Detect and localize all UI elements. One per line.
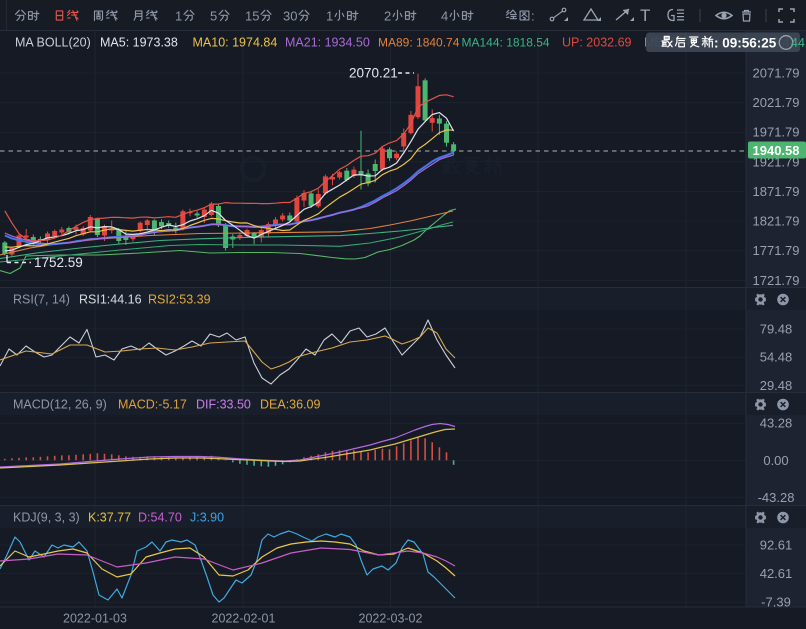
svg-text:5: 5 bbox=[210, 9, 217, 24]
svg-text:2: 2 bbox=[384, 9, 391, 24]
svg-text:2022-01-03: 2022-01-03 bbox=[63, 612, 127, 626]
svg-text:1752.59: 1752.59 bbox=[34, 255, 83, 270]
svg-text:DIF:33.50: DIF:33.50 bbox=[196, 398, 251, 412]
svg-text:1940.58: 1940.58 bbox=[753, 143, 800, 158]
svg-text:RSI(7, 14): RSI(7, 14) bbox=[13, 293, 70, 307]
svg-text:1: 1 bbox=[326, 9, 333, 24]
svg-text:: 09:56:25: : 09:56:25 bbox=[714, 35, 777, 50]
svg-text:DEA:36.09: DEA:36.09 bbox=[260, 398, 321, 412]
svg-text:MACD(12, 26, 9): MACD(12, 26, 9) bbox=[13, 398, 107, 412]
svg-text:MACD:-5.17: MACD:-5.17 bbox=[118, 398, 187, 412]
svg-text:MA10: 1974.84: MA10: 1974.84 bbox=[193, 36, 278, 50]
svg-text:KDJ(9, 3, 3): KDJ(9, 3, 3) bbox=[13, 511, 80, 525]
svg-text:1721.79: 1721.79 bbox=[753, 273, 800, 288]
svg-text:2070.21: 2070.21 bbox=[349, 66, 398, 81]
svg-text:RSI2:53.39: RSI2:53.39 bbox=[148, 293, 211, 307]
svg-text:44: 44 bbox=[791, 36, 805, 50]
svg-text:MA5: 1973.38: MA5: 1973.38 bbox=[100, 36, 178, 50]
svg-text:2021.79: 2021.79 bbox=[753, 95, 800, 110]
svg-text:29.48: 29.48 bbox=[760, 378, 793, 393]
svg-text:D:54.70: D:54.70 bbox=[138, 511, 182, 525]
svg-text:30: 30 bbox=[283, 9, 297, 24]
svg-text:1971.79: 1971.79 bbox=[753, 125, 800, 140]
svg-text:42.61: 42.61 bbox=[760, 566, 793, 581]
svg-text:1871.79: 1871.79 bbox=[753, 184, 800, 199]
svg-text:-7.39: -7.39 bbox=[761, 595, 791, 610]
svg-text:4: 4 bbox=[441, 9, 448, 24]
svg-text:43.28: 43.28 bbox=[760, 416, 793, 431]
svg-text::: : bbox=[531, 9, 535, 24]
svg-text:MA BOLL(20): MA BOLL(20) bbox=[15, 36, 91, 50]
svg-text:MA144: 1818.54: MA144: 1818.54 bbox=[462, 36, 550, 50]
svg-text:1771.79: 1771.79 bbox=[753, 243, 800, 258]
svg-text:2022-02-01: 2022-02-01 bbox=[212, 612, 276, 626]
svg-text:T: T bbox=[640, 6, 650, 25]
svg-text:15: 15 bbox=[245, 9, 259, 24]
svg-text:2022-03-02: 2022-03-02 bbox=[359, 612, 423, 626]
svg-text:79.48: 79.48 bbox=[760, 322, 793, 337]
svg-text:UP: 2032.69: UP: 2032.69 bbox=[562, 36, 632, 50]
svg-text:-43.28: -43.28 bbox=[758, 490, 795, 505]
svg-text:2071.79: 2071.79 bbox=[753, 66, 800, 81]
svg-text:K:37.77: K:37.77 bbox=[88, 511, 131, 525]
svg-text:J:3.90: J:3.90 bbox=[190, 511, 224, 525]
svg-text:54.48: 54.48 bbox=[760, 350, 793, 365]
svg-text:92.61: 92.61 bbox=[760, 538, 793, 553]
svg-text:1821.79: 1821.79 bbox=[753, 214, 800, 229]
svg-text:MA89: 1840.74: MA89: 1840.74 bbox=[378, 36, 460, 50]
svg-text:MA21: 1934.50: MA21: 1934.50 bbox=[285, 36, 370, 50]
svg-text:0.00: 0.00 bbox=[763, 453, 788, 468]
svg-text:1: 1 bbox=[175, 9, 182, 24]
svg-text:RSI1:44.16: RSI1:44.16 bbox=[79, 293, 142, 307]
